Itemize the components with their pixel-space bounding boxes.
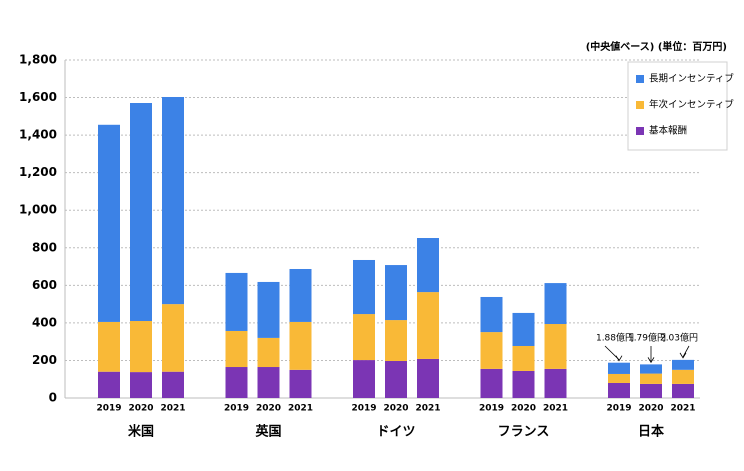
y-tick-label: 1,800 bbox=[19, 53, 57, 67]
legend-swatch bbox=[636, 75, 644, 83]
bar-segment bbox=[98, 321, 120, 372]
group-label: ドイツ bbox=[376, 425, 415, 440]
bar-segment bbox=[512, 345, 535, 371]
bar-segment bbox=[98, 124, 120, 322]
bar-segment bbox=[640, 373, 662, 384]
x-tick-label: 2021 bbox=[160, 404, 185, 414]
legend-box bbox=[627, 61, 728, 151]
arrow-head bbox=[679, 352, 687, 359]
group-label: 米国 bbox=[128, 424, 154, 440]
bar-segment bbox=[544, 324, 567, 369]
x-tick-label: 2020 bbox=[256, 404, 281, 414]
bar-segment bbox=[512, 370, 535, 398]
bar-segment bbox=[385, 361, 407, 398]
bar-segment bbox=[257, 337, 280, 368]
bar-segment bbox=[257, 281, 280, 338]
bar-segment bbox=[544, 283, 567, 325]
group-label: 英国 bbox=[254, 424, 281, 440]
y-tick-label: 400 bbox=[32, 315, 57, 329]
bar-segment bbox=[608, 362, 630, 374]
bar-segment bbox=[289, 268, 312, 322]
x-tick-label: 2020 bbox=[511, 404, 536, 414]
bar-segment bbox=[640, 364, 662, 374]
bar-segment bbox=[257, 367, 280, 398]
x-tick-label: 2019 bbox=[224, 404, 249, 414]
bar-segment bbox=[162, 96, 184, 305]
bar-segment bbox=[162, 371, 184, 398]
bar-segment bbox=[608, 382, 630, 398]
x-tick-label: 2020 bbox=[383, 404, 408, 414]
bar-segment bbox=[98, 371, 120, 398]
annotation: 1.79億円 bbox=[628, 332, 666, 344]
annotation: 1.88億円 bbox=[596, 332, 634, 344]
bar-segment bbox=[385, 265, 407, 321]
y-tick-label: 800 bbox=[32, 240, 57, 254]
bar-segment bbox=[480, 332, 503, 369]
bar-segment bbox=[130, 321, 152, 373]
annotation: 2.03億円 bbox=[660, 332, 698, 344]
y-tick-label: 0 bbox=[49, 391, 57, 405]
bar-segment bbox=[130, 103, 152, 322]
bar-segment bbox=[672, 383, 694, 398]
x-tick-label: 2021 bbox=[288, 404, 313, 414]
y-tick-label: 600 bbox=[32, 278, 57, 292]
bar-segment bbox=[480, 296, 503, 333]
arrow-head bbox=[615, 355, 623, 362]
bar-segment bbox=[417, 292, 439, 359]
bar-segment bbox=[672, 369, 694, 384]
bar-segment bbox=[225, 367, 248, 398]
x-tick-label: 2019 bbox=[351, 404, 376, 414]
legend-swatch bbox=[636, 127, 644, 135]
bar-segment bbox=[480, 368, 503, 398]
x-tick-label: 2019 bbox=[96, 404, 121, 414]
legend-swatch bbox=[636, 101, 644, 109]
annotation-arrow bbox=[682, 345, 690, 358]
x-tick-label: 2021 bbox=[543, 404, 568, 414]
bar-segment bbox=[640, 383, 662, 398]
bar-segment bbox=[225, 330, 248, 368]
legend-label: 年次インセンティブ bbox=[649, 99, 734, 111]
y-tick-label: 1,400 bbox=[19, 128, 57, 142]
bar-segment bbox=[353, 259, 375, 315]
bar-segment bbox=[672, 359, 694, 370]
legend-label: 長期インセンティブ bbox=[649, 73, 734, 85]
arrow-head bbox=[647, 357, 655, 364]
bar-segment bbox=[417, 358, 439, 398]
x-tick-label: 2020 bbox=[638, 404, 663, 414]
x-tick-label: 2019 bbox=[479, 404, 504, 414]
bar-segment bbox=[512, 312, 535, 346]
bar-segment bbox=[289, 321, 312, 370]
y-tick-label: 1,200 bbox=[19, 165, 57, 179]
legend-label: 基本報酬 bbox=[649, 125, 687, 137]
chart-subtitle: (中央値ベース) (単位：百万円) bbox=[586, 40, 727, 53]
x-tick-label: 2020 bbox=[128, 404, 153, 414]
bar-segment bbox=[417, 238, 439, 293]
y-tick-label: 1,600 bbox=[19, 90, 57, 104]
bar-segment bbox=[353, 314, 375, 361]
y-tick-label: 200 bbox=[32, 353, 57, 367]
group-label: フランス bbox=[498, 425, 550, 440]
bar-segment bbox=[544, 368, 567, 398]
bar-segment bbox=[385, 320, 407, 362]
bar-segment bbox=[608, 373, 630, 383]
x-tick-label: 2021 bbox=[670, 404, 695, 414]
x-tick-label: 2019 bbox=[606, 404, 631, 414]
group-label: 日本 bbox=[638, 424, 664, 440]
bar-segment bbox=[289, 369, 312, 398]
x-tick-label: 2021 bbox=[415, 404, 440, 414]
bar-segment bbox=[353, 360, 375, 398]
bar-segment bbox=[130, 372, 152, 398]
bar-segment bbox=[225, 272, 248, 331]
bar-segment bbox=[162, 304, 184, 372]
y-tick-label: 1,000 bbox=[19, 203, 57, 217]
